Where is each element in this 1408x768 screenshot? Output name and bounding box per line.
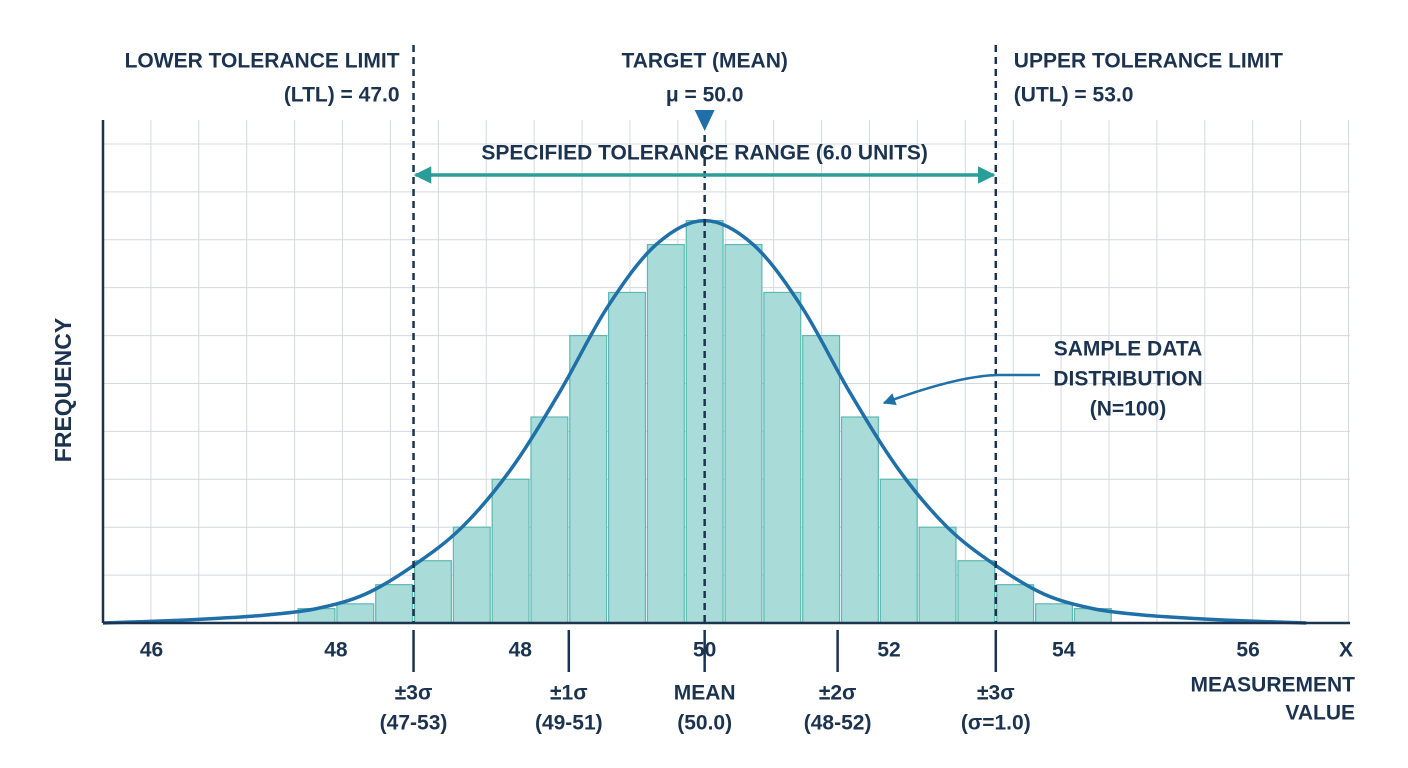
- sigma-label: (49-51): [535, 712, 603, 735]
- sigma-label: MEAN: [674, 682, 736, 705]
- bar: [413, 560, 452, 624]
- bars: [297, 220, 1112, 624]
- x-tick-label: 52: [877, 639, 900, 662]
- x-tick-label: 56: [1236, 639, 1259, 662]
- sigma-label: ±1σ: [550, 682, 588, 705]
- sigma-label: (48-52): [804, 712, 872, 735]
- bar: [802, 334, 841, 624]
- overlay: [102, 45, 1307, 625]
- bar: [724, 243, 763, 624]
- bar: [1035, 603, 1074, 624]
- bar: [375, 584, 414, 624]
- curve-label: (N=100): [1090, 398, 1166, 421]
- x-tick-label: 54: [1052, 639, 1076, 662]
- limit-label: (LTL) = 47.0: [284, 84, 400, 107]
- limit-label: TARGET (MEAN): [621, 50, 787, 73]
- bar: [646, 243, 685, 624]
- target-marker: [694, 110, 715, 131]
- x-tick-label: 48: [324, 639, 348, 662]
- x-tick-label: 48: [509, 639, 533, 662]
- bar: [452, 526, 491, 624]
- y-axis-label: FREQUENCY: [50, 318, 76, 462]
- bar: [569, 334, 608, 624]
- bar: [840, 416, 879, 624]
- x-axis-label: VALUE: [1285, 702, 1355, 725]
- curve-label-pointer: [882, 373, 1040, 405]
- sigma-label: ±2σ: [819, 682, 857, 705]
- bar: [957, 560, 996, 624]
- sigma-label: (σ=1.0): [961, 712, 1031, 735]
- tolerance-range-label: SPECIFIED TOLERANCE RANGE (6.0 UNITS): [481, 142, 928, 165]
- curve-label: DISTRIBUTION: [1053, 368, 1202, 391]
- bar: [530, 416, 569, 624]
- bar: [491, 478, 530, 624]
- bar: [336, 603, 375, 624]
- sigma-label: (50.0): [677, 712, 732, 735]
- bar: [918, 526, 957, 624]
- sigma-label: (47-53): [380, 712, 448, 735]
- bar: [996, 584, 1035, 624]
- bar: [763, 291, 802, 624]
- limit-label: μ = 50.0: [666, 84, 744, 107]
- limit-label: UPPER TOLERANCE LIMIT: [1014, 50, 1283, 73]
- limit-label: (UTL) = 53.0: [1014, 84, 1134, 107]
- bar: [879, 478, 918, 624]
- bar: [608, 291, 647, 624]
- curve-label: SAMPLE DATA: [1054, 338, 1203, 361]
- sigma-label: ±3σ: [977, 682, 1015, 705]
- limit-label: LOWER TOLERANCE LIMIT: [125, 50, 400, 73]
- sigma-label: ±3σ: [395, 682, 433, 705]
- x-tick-label: 46: [140, 639, 163, 662]
- x-axis-end-label: X: [1339, 639, 1353, 662]
- x-axis-label: MEASUREMENT: [1190, 674, 1355, 697]
